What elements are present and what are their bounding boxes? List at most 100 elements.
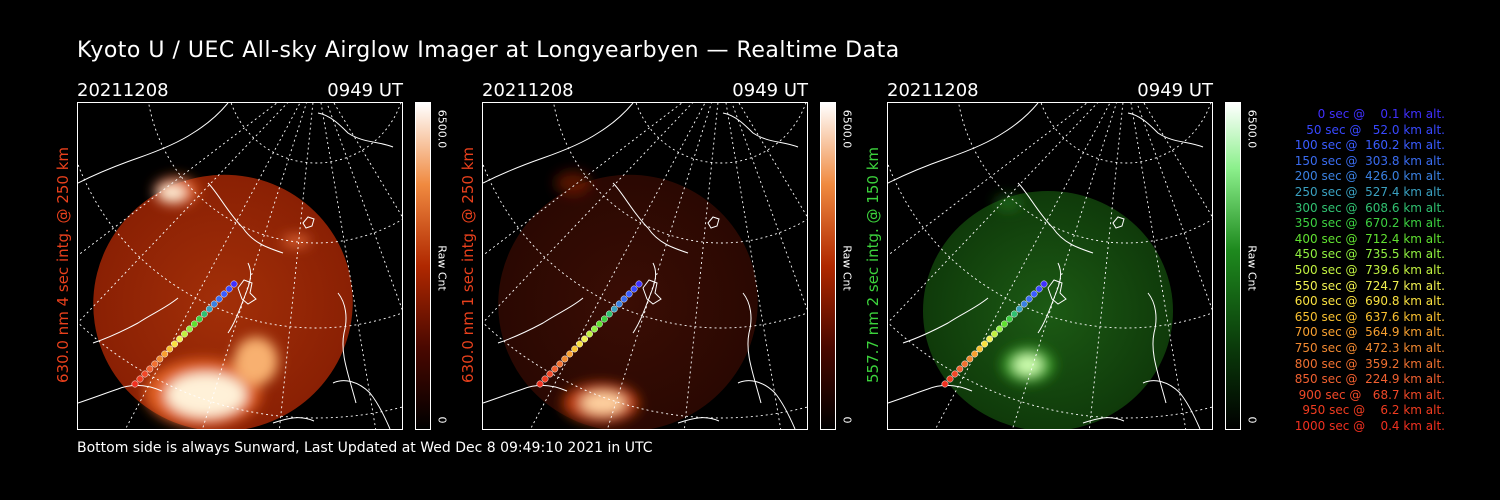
airglow-panel-3: 20211208 0949 UT 557.7 nm 2 sec intg. @ … (864, 80, 1259, 430)
legend-row: 100 sec @ 160.2 km alt. (1290, 138, 1445, 153)
legend-row: 850 sec @ 224.9 km alt. (1290, 372, 1445, 387)
trajectory-point (566, 350, 574, 358)
legend-row: 950 sec @ 6.2 km alt. (1298, 403, 1445, 418)
panel-time: 0949 UT (732, 80, 808, 101)
trajectory-point (136, 375, 144, 383)
legend-row: 700 sec @ 564.9 km alt. (1290, 325, 1445, 340)
colorbar-min: 0 (840, 412, 854, 428)
trajectory-point (576, 340, 584, 348)
legend-row: 300 sec @ 608.6 km alt. (1290, 200, 1445, 215)
airglow-panel-2: 20211208 0949 UT 630.0 nm 1 sec intg. @ … (459, 80, 854, 430)
trajectory-point (205, 305, 213, 313)
colorbar-min: 0 (435, 412, 449, 428)
trajectory-point (561, 355, 569, 363)
colorbar-min-text: 0 (435, 416, 449, 424)
trajectory-point (630, 285, 638, 293)
trajectory-point (156, 355, 164, 363)
trajectory-point (141, 370, 149, 378)
legend-row: 350 sec @ 670.2 km alt. (1290, 216, 1445, 231)
panel-date: 20211208 (482, 80, 574, 101)
legend-row: 800 sec @ 359.2 km alt. (1290, 356, 1445, 371)
legend-row: 200 sec @ 426.0 km alt. (1290, 169, 1445, 184)
trajectory-point (986, 335, 994, 343)
legend-row: 600 sec @ 690.8 km alt. (1290, 294, 1445, 309)
airglow-svg (888, 103, 1212, 429)
trajectory-point (146, 365, 154, 373)
panel-date: 20211208 (77, 80, 169, 101)
panel-ylabel-text: 630.0 nm 4 sec intg. @ 250 km (54, 146, 72, 384)
trajectory-point (551, 365, 559, 373)
trajectory-point (946, 375, 954, 383)
trajectory-point (981, 340, 989, 348)
trajectory-point (181, 330, 188, 338)
legend-row: 500 sec @ 739.6 km alt. (1290, 262, 1445, 277)
trajectory-point (176, 335, 184, 343)
colorbar-label-text: Raw Cnt (1245, 245, 1259, 291)
trajectory-legend: 0 sec @ 0.1 km alt. 50 sec @ 52.0 km alt… (1265, 107, 1445, 434)
trajectory-point (605, 310, 613, 318)
legend-row: 0 sec @ 0.1 km alt. (1306, 107, 1445, 121)
colorbar-label: Raw Cnt (435, 240, 449, 296)
trajectory-point (536, 380, 544, 388)
colorbar (1225, 102, 1241, 430)
trajectory-point (230, 280, 238, 288)
trajectory-point (625, 290, 633, 298)
colorbar-max-text: 6500.0 (1245, 109, 1259, 149)
panel-ylabel: 630.0 nm 4 sec intg. @ 250 km (53, 102, 73, 428)
legend-row: 450 sec @ 735.5 km alt. (1290, 247, 1445, 262)
trajectory-point (546, 370, 554, 378)
legend-row: 900 sec @ 68.7 km alt. (1294, 387, 1445, 402)
airglow-image-map (482, 102, 808, 430)
trajectory-point (635, 280, 643, 288)
trajectory-point (595, 320, 603, 328)
trajectory-point (215, 295, 223, 303)
trajectory-point (151, 360, 159, 368)
trajectory-point (131, 380, 139, 388)
trajectory-point (1020, 300, 1028, 308)
trajectory-point (1025, 295, 1033, 303)
trajectory-point (225, 285, 233, 293)
trajectory-point (1010, 310, 1018, 318)
airglow-svg (78, 103, 402, 429)
trajectory-point (941, 380, 949, 388)
colorbar-max: 6500.0 (1245, 102, 1259, 156)
trajectory-point (1040, 280, 1048, 288)
trajectory-point (996, 325, 1003, 333)
page-title: Kyoto U / UEC All-sky Airglow Imager at … (77, 38, 900, 63)
colorbar-max: 6500.0 (840, 102, 854, 156)
legend-row: 400 sec @ 712.4 km alt. (1290, 231, 1445, 246)
trajectory-point (961, 360, 969, 368)
trajectory-point (190, 320, 198, 328)
trajectory-point (1000, 320, 1008, 328)
trajectory-point (586, 330, 593, 338)
panel-date: 20211208 (887, 80, 979, 101)
panel-time: 0949 UT (327, 80, 403, 101)
airglow-svg (483, 103, 807, 429)
colorbar-min-text: 0 (840, 416, 854, 424)
legend-row: 50 sec @ 52.0 km alt. (1298, 122, 1445, 137)
colorbar-max-text: 6500.0 (435, 109, 449, 149)
trajectory-point (991, 330, 998, 338)
trajectory-point (600, 315, 608, 323)
airglow-image-map (77, 102, 403, 430)
trajectory-point (200, 310, 208, 318)
panel-ylabel: 630.0 nm 1 sec intg. @ 250 km (458, 102, 478, 428)
trajectory-point (1035, 285, 1043, 293)
trajectory-point (966, 355, 974, 363)
colorbar (415, 102, 431, 430)
legend-row: 550 sec @ 724.7 km alt. (1290, 278, 1445, 293)
colorbar-label: Raw Cnt (1245, 240, 1259, 296)
trajectory-point (591, 325, 598, 333)
trajectory-point (956, 365, 964, 373)
colorbar-label-text: Raw Cnt (435, 245, 449, 291)
trajectory-point (186, 325, 193, 333)
colorbar-label-text: Raw Cnt (840, 245, 854, 291)
trajectory-point (620, 295, 628, 303)
panel-ylabel-text: 557.7 nm 2 sec intg. @ 150 km (864, 146, 882, 384)
trajectory-point (1005, 315, 1013, 323)
trajectory-point (976, 345, 984, 353)
trajectory-point (210, 300, 218, 308)
colorbar (820, 102, 836, 430)
airglow-panel-1: 20211208 0949 UT 630.0 nm 4 sec intg. @ … (54, 80, 449, 430)
trajectory-point (195, 315, 203, 323)
